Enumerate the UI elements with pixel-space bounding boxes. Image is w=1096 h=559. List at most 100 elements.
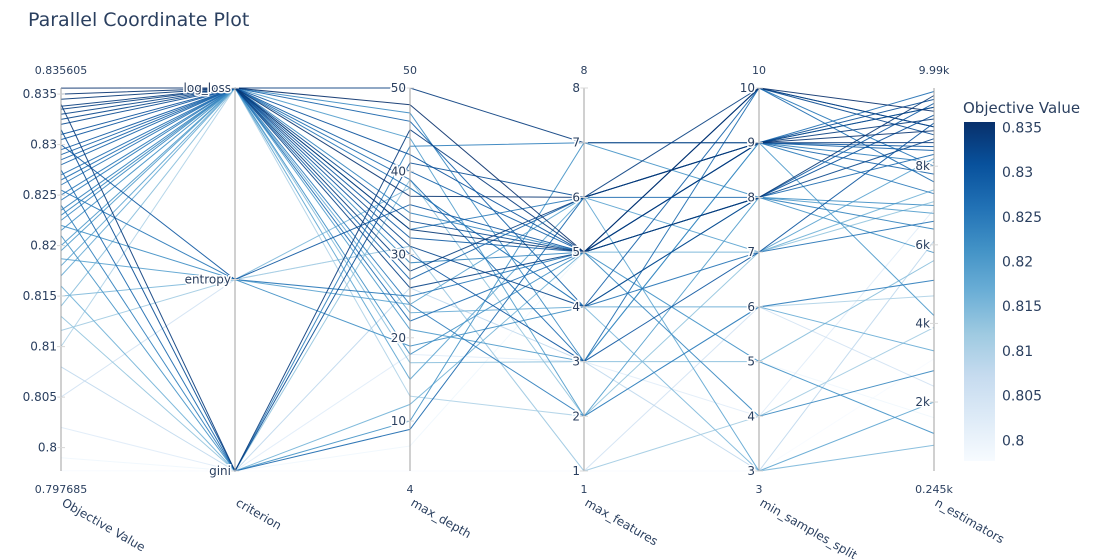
trial-line	[60, 87, 935, 289]
trial-lines	[60, 87, 935, 473]
axis-title: min_samples_split	[758, 495, 860, 559]
trial-line	[60, 87, 935, 253]
tick-label: 3	[572, 355, 580, 369]
axis-max-label: 9.99k	[919, 64, 950, 77]
tick-label: 5	[747, 355, 755, 369]
tick-label: 40	[391, 164, 406, 178]
trial-line	[60, 87, 935, 253]
tick-label: 6	[747, 300, 755, 314]
trial-line	[60, 87, 935, 417]
trial-line	[60, 142, 935, 472]
trial-line	[60, 178, 935, 472]
trial-line	[60, 358, 935, 472]
trial-line	[60, 87, 935, 363]
trial-line	[60, 87, 935, 144]
axis-max-label: 0.835605	[35, 64, 88, 77]
trial-line	[60, 87, 935, 297]
colorbar: Objective Value 0.8 0.805 0.81 0.815 0.82 0.82…	[963, 99, 1080, 461]
tick-label: 0.8	[38, 441, 57, 455]
axis-min-label: 0.245k	[915, 483, 953, 496]
tick-label: 0.81	[30, 340, 57, 354]
colorbar-tick-label: 0.825	[1002, 210, 1042, 226]
trial-line	[60, 87, 935, 272]
tick-label: 8	[572, 81, 580, 95]
axis-title: n_estimators	[933, 495, 1007, 546]
axis-title: Objective Value	[60, 495, 148, 554]
colorbar-tick-label: 0.81	[1002, 344, 1033, 360]
tick-label: gini	[209, 464, 231, 478]
tick-label: 0.815	[23, 289, 57, 303]
tick-label: 8	[747, 190, 755, 204]
trial-line	[60, 251, 935, 472]
colorbar-tick-label: 0.835	[1002, 120, 1042, 136]
colorbar-title: Objective Value	[963, 99, 1080, 117]
tick-label: 3	[747, 464, 755, 478]
tick-label: 8k	[915, 159, 930, 173]
tick-label: 0.805	[23, 390, 57, 404]
trial-line	[60, 87, 935, 363]
trial-line	[60, 87, 935, 281]
tick-label: 6k	[915, 238, 930, 252]
tick-label: 2	[572, 409, 580, 423]
axis-max-label: 50	[403, 64, 417, 77]
colorbar-tick-label: 0.815	[1002, 299, 1042, 315]
tick-label: 0.83	[30, 138, 57, 152]
trial-line	[60, 87, 935, 322]
tick-label: 7	[572, 136, 580, 150]
axis-title: criterion	[234, 495, 284, 532]
trial-line	[60, 187, 935, 472]
trial-line	[60, 142, 935, 281]
tick-label: log_loss	[184, 81, 231, 95]
axis-min-label: 1	[581, 483, 588, 496]
tick-label: 7	[747, 245, 755, 259]
tick-label: 10	[740, 81, 755, 95]
trial-line	[60, 87, 935, 417]
tick-label: 4k	[915, 316, 930, 330]
tick-label: 4	[572, 300, 580, 314]
trial-line	[60, 87, 935, 308]
trial-line	[60, 87, 935, 198]
trial-line	[60, 87, 935, 363]
trial-line	[60, 196, 935, 347]
trial-line	[60, 103, 935, 473]
trial-line	[60, 98, 935, 473]
trial-line	[60, 87, 935, 417]
trial-line	[60, 87, 935, 352]
axis-min-label: 3	[756, 483, 763, 496]
colorbar-tick-label: 0.83	[1002, 165, 1033, 181]
tick-label: 0.835	[23, 87, 57, 101]
trial-line	[60, 142, 935, 472]
tick-label: entropy	[185, 273, 231, 287]
tick-label: 6	[572, 190, 580, 204]
trial-line	[60, 157, 935, 306]
trial-line	[60, 87, 935, 363]
trial-line	[60, 87, 935, 253]
trial-line	[60, 189, 935, 472]
tick-label: 9	[747, 136, 755, 150]
axis-min-label: 4	[407, 483, 414, 496]
trial-line	[60, 87, 935, 418]
trial-line	[60, 240, 935, 472]
axis-title: max_depth	[409, 495, 474, 541]
tick-label: 50	[391, 81, 406, 95]
trial-line	[60, 245, 935, 472]
axis-title: max_features	[583, 495, 661, 548]
trial-line	[60, 87, 935, 364]
trial-line	[60, 87, 935, 253]
colorbar-tick-label: 0.8	[1002, 433, 1024, 449]
tick-label: 5	[572, 245, 580, 259]
colorbar-tick-label: 0.82	[1002, 255, 1033, 271]
trial-line	[60, 87, 935, 472]
trial-line	[60, 87, 935, 253]
trial-line	[60, 87, 935, 253]
axis-max-label: 8	[581, 64, 588, 77]
tick-label: 0.82	[30, 239, 57, 253]
tick-label: 0.825	[23, 188, 57, 202]
trial-line	[60, 87, 935, 434]
axis-criterion: gini entropy log_loss criterion	[182, 80, 284, 533]
tick-label: 10	[391, 414, 406, 428]
colorbar-tick-label: 0.805	[1002, 389, 1042, 405]
tick-label: 1	[572, 464, 580, 478]
